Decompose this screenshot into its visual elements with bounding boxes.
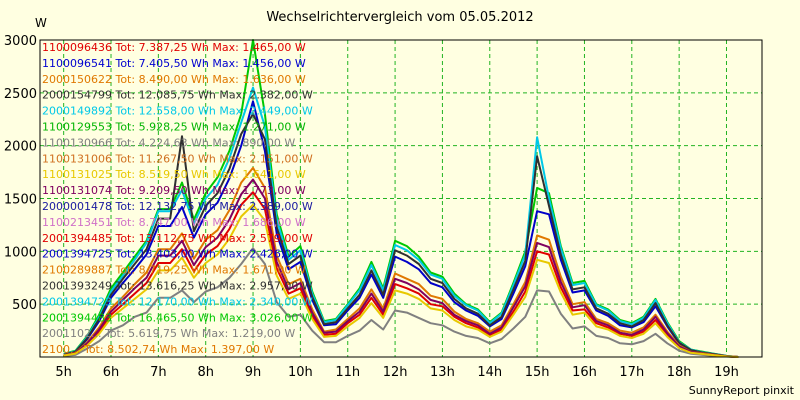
legend-entry-1: 1100096541 Tot: 7.405,50 Wh Max: 1.456,0…: [42, 57, 306, 70]
legend-entry-4: 2000149892 Tot: 12.558,00 Wh Max: 2.449,…: [42, 105, 313, 118]
legend-entry-9: 1100131074 Tot: 9.209,50 Wh Max: 1.773,0…: [42, 184, 306, 197]
y-axis-label: W: [35, 16, 47, 30]
x-tick-label-12: 17h: [619, 365, 644, 380]
legend-entry-19: 2100... Tot: 8.502,74 Wh Max: 1.397,00 W: [42, 343, 274, 356]
y-tick-label-0: 500: [12, 298, 37, 313]
y-tick-label-1: 1000: [4, 245, 37, 260]
legend-entry-5: 1100129553 Tot: 5.928,25 Wh Max: 1.271,0…: [42, 121, 306, 134]
legend-entry-10: 2000001478 Tot: 12.132,75 Wh Max: 2.389,…: [42, 200, 313, 213]
x-tick-label-9: 14h: [477, 365, 502, 380]
x-tick-label-4: 9h: [245, 365, 262, 380]
legend-entry-14: 2100289887 Tot: 8.719,25 Wh Max: 1.671,0…: [42, 264, 306, 277]
x-tick-label-11: 16h: [572, 365, 597, 380]
legend-entry-3: 2000154799 Tot: 12.085,75 Wh Max: 2.382,…: [42, 89, 313, 102]
legend-entry-6: 1100130966 Tot: 4.224,63 Wh Max: 890,00 …: [42, 136, 295, 149]
series-line-5: [63, 191, 739, 358]
series-line-2: [63, 86, 739, 358]
x-tick-label-13: 18h: [667, 365, 692, 380]
y-tick-label-3: 2000: [4, 140, 37, 155]
x-tick-label-5: 10h: [288, 365, 313, 380]
x-tick-label-0: 5h: [55, 365, 72, 380]
legend-entry-8: 1100131025 Tot: 8.519,50 Wh Max: 1.641,0…: [42, 168, 306, 181]
legend: 1100096436 Tot: 7.387,25 Wh Max: 1.465,0…: [42, 41, 313, 356]
x-tick-label-2: 7h: [150, 365, 167, 380]
plot-frame: [39, 39, 763, 358]
credit-label: SunnyReport pinxit: [688, 384, 794, 397]
y-tick-label-5: 3000: [4, 34, 37, 49]
series-line-8: [63, 203, 739, 358]
series-line-3: [63, 100, 739, 358]
x-tick-label-3: 8h: [197, 365, 214, 380]
legend-entry-2: 2000150622 Tot: 8.490,00 Wh Max: 1.636,0…: [42, 73, 306, 86]
series-line-1: [63, 39, 739, 358]
x-tick-label-1: 6h: [103, 365, 120, 380]
legend-entry-12: 2001394485 Tot: 13.112,75 Wh Max: 2.579,…: [42, 232, 313, 245]
series-line-6: [63, 166, 739, 358]
legend-entry-15: 2001393249 Tot: 13.616,25 Wh Max: 2.957,…: [42, 280, 313, 293]
grid-layer: [40, 39, 762, 357]
y-tick-label-2: 1500: [4, 193, 37, 208]
series-line-0: [63, 247, 739, 358]
x-tick-label-10: 15h: [525, 365, 550, 380]
legend-entry-13: 2001394725 Tot: 13.403,00 Wh Max: 2.426,…: [42, 248, 313, 261]
axes: 5h 6h 7h 8h 9h 10h 11h 12h 13h 14h 15h 16h 17h 18h 19h…: [4, 34, 763, 380]
series-layer: [63, 39, 739, 358]
legend-entry-0: 1100096436 Tot: 7.387,25 Wh Max: 1.465,0…: [42, 41, 306, 54]
legend-entry-18: 2001102... Tot: 5.619,75 Wh Max: 1.219,0…: [42, 327, 295, 340]
chart-title: Wechselrichtervergleich vom 05.05.2012: [266, 10, 534, 25]
y-tick-label-4: 2500: [4, 87, 37, 102]
legend-entry-7: 1100131006 Tot: 11.267,50 Wh Max: 2.151,…: [42, 152, 313, 165]
legend-entry-17: 2001394483 Tot: 16.465,50 Wh Max: 3.026,…: [42, 311, 313, 324]
x-tick-label-6: 11h: [335, 365, 360, 380]
legend-entry-11: 1100213451 Tot: 8.747,00 Wh Max: 1.686,0…: [42, 216, 306, 229]
legend-entry-16: 2001394723 Tot: 12.170,00 Wh Max: 2.340,…: [42, 295, 313, 308]
x-tick-label-14: 19h: [714, 365, 739, 380]
series-line-7: [63, 178, 739, 358]
x-tick-label-8: 13h: [430, 365, 455, 380]
x-tick-label-7: 12h: [383, 365, 408, 380]
series-line-4: [63, 113, 739, 358]
